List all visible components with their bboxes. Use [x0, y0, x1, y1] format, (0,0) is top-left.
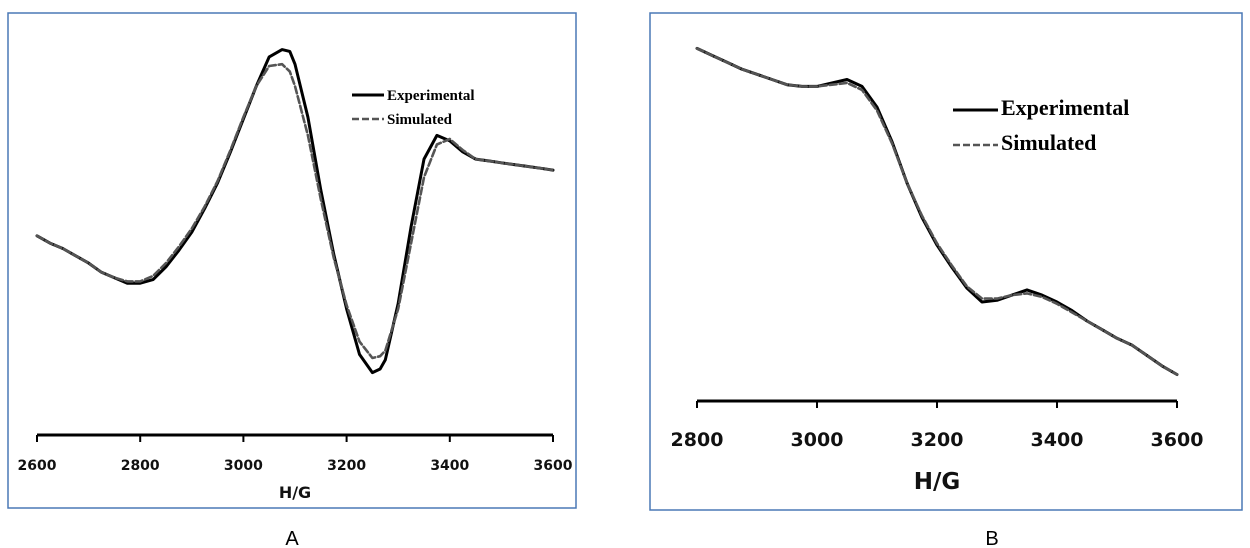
x-tick-label-b-2: 3200	[911, 429, 964, 451]
x-axis-label-b: H/G	[914, 469, 961, 495]
x-tick-label-a-4: 3400	[430, 458, 469, 474]
legend-label-a-experimental: Experimental	[387, 88, 475, 104]
legend-label-b-simulated: Simulated	[1001, 130, 1096, 155]
x-axis-label-a: H/G	[279, 483, 311, 502]
legend-label-a-simulated: Simulated	[387, 112, 453, 128]
series-line-a-simulated	[35, 62, 555, 360]
x-tick-label-b-3: 3400	[1031, 429, 1084, 451]
panel-b-frame	[649, 12, 1243, 511]
chart-panel-a: 2600 2800 3000 3200 3400 3600 H/G Experimental S…	[18, 48, 573, 502]
legend-label-b-experimental: Experimental	[1001, 95, 1129, 120]
panel-a-frame	[7, 12, 577, 509]
panel-b-caption: B	[985, 528, 998, 548]
x-tick-label-a-3: 3200	[327, 458, 366, 474]
series-line-a-experimental	[35, 48, 555, 375]
x-tick-label-b-1: 3000	[791, 429, 844, 451]
chart-panel-b: 2800 3000 3200 3400 3600 H/G Experimental Simul…	[671, 46, 1204, 495]
x-tick-label-a-0: 2600	[18, 458, 57, 474]
x-tick-label-a-5: 3600	[534, 458, 573, 474]
x-tick-label-b-4: 3600	[1151, 429, 1204, 451]
panel-a-caption: A	[285, 528, 299, 548]
x-tick-label-b-0: 2800	[671, 429, 724, 451]
series-line-b-simulated	[695, 47, 1179, 376]
x-tick-label-a-1: 2800	[121, 458, 160, 474]
x-tick-label-a-2: 3000	[224, 458, 263, 474]
